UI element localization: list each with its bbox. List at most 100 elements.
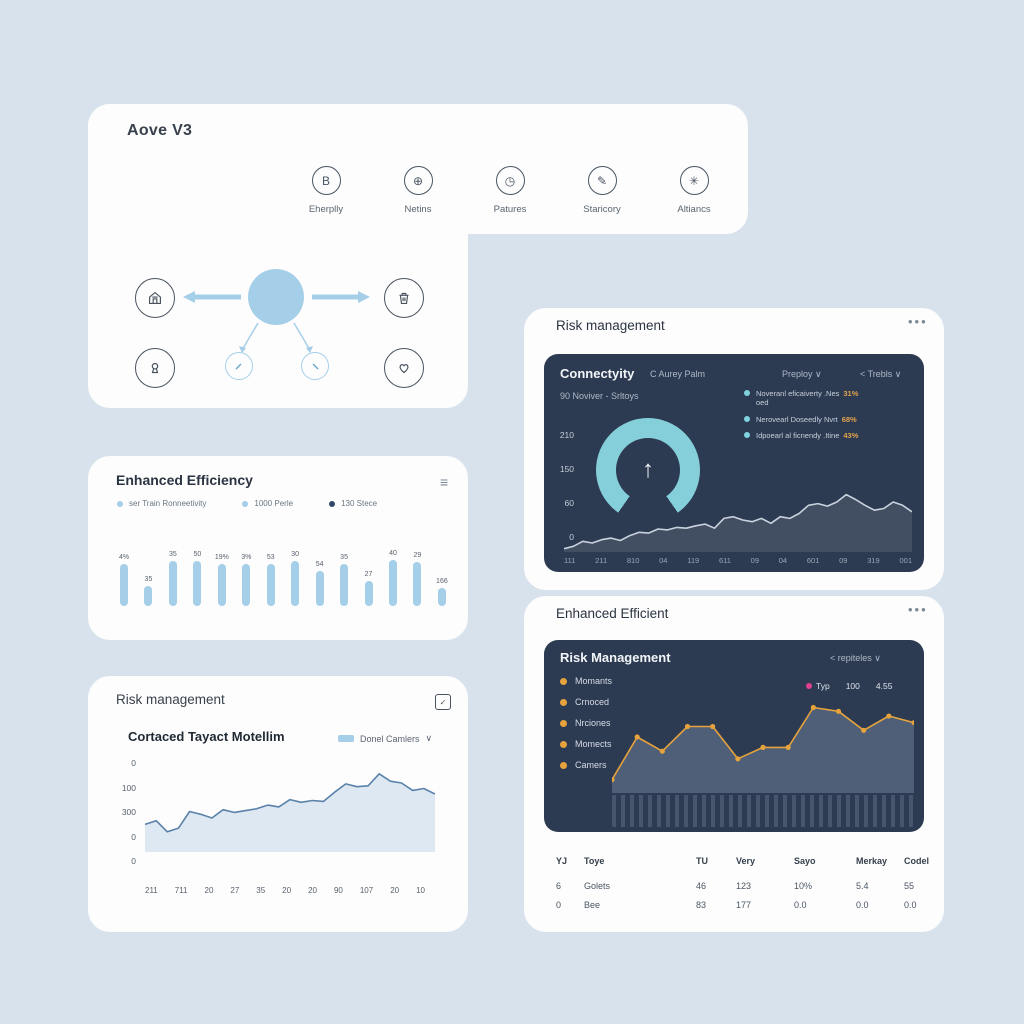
connectivity-area-chart <box>564 493 912 552</box>
feature-eherplly[interactable]: B Eherplly <box>284 166 368 215</box>
trash-icon <box>384 278 424 318</box>
feature-staricory[interactable]: ✎ Staricory <box>560 166 644 215</box>
gauge-hole: ↑ <box>616 438 680 502</box>
tick-label: 10 <box>416 886 425 895</box>
contracted-area-chart <box>145 773 435 852</box>
legend-dot <box>329 500 336 507</box>
tick-label: 0 <box>131 856 136 866</box>
tick-label: 0 <box>569 532 574 542</box>
chevron-down-icon: ∨ <box>425 733 433 743</box>
risk-left-title: Risk management <box>116 692 225 707</box>
hamburger-menu-icon[interactable]: ≡ <box>440 474 449 490</box>
bar: 35 <box>338 554 350 606</box>
list-item[interactable]: Camers <box>560 760 612 770</box>
col-header: Sayo <box>794 856 816 866</box>
list-item[interactable]: Crnoced <box>560 697 612 707</box>
arrow-left-icon <box>183 291 241 303</box>
legend-dot <box>242 500 249 507</box>
bar: 54 <box>314 561 326 606</box>
clock-icon: ◷ <box>495 166 525 195</box>
bar: 19% <box>215 554 229 606</box>
table-cell: 0.0 <box>856 900 869 910</box>
feature-patures[interactable]: ◷ Patures <box>468 166 552 215</box>
tick-label: 300 <box>121 807 136 817</box>
tick-label: 111 <box>564 556 576 565</box>
x-axis-ticks: 211 711 20 27 35 20 20 90 107 20 10 <box>145 886 425 895</box>
tick-label: 601 <box>806 556 820 565</box>
feature-altiancs[interactable]: ✳ Altiancs <box>652 166 736 215</box>
connectivity-gauge: ↑ <box>596 418 700 522</box>
series-selector[interactable]: Donel Camlers ∨ <box>338 733 432 744</box>
table-cell: 5.4 <box>856 881 869 891</box>
repiteles-dropdown[interactable]: < repiteles ∨ <box>830 653 881 663</box>
tick-label: 20 <box>308 886 317 895</box>
connectivity-legend: Noveranl eficaiverty .Nes 31% oed Nerovear… <box>744 389 920 441</box>
list-item[interactable]: Momants <box>560 676 612 686</box>
bullet-dot <box>560 761 567 769</box>
bar: 27 <box>363 571 375 606</box>
list-item[interactable]: Nrciones <box>560 718 612 728</box>
legend-swatch <box>338 735 354 742</box>
mini-gauge-icon <box>301 352 329 380</box>
tick-label: 0 <box>131 758 136 768</box>
asterisk-icon: ✳ <box>679 166 709 195</box>
bullet-dot <box>560 698 567 706</box>
more-menu-icon[interactable]: ••• <box>908 314 928 329</box>
bullet-dot <box>560 740 567 748</box>
trebls-dropdown[interactable]: < Trebls ∨ <box>860 369 902 379</box>
avery-path-control[interactable]: C Aurey Palm <box>650 369 706 379</box>
tick-label: 35 <box>256 886 266 895</box>
table-cell: 0.0 <box>904 900 917 910</box>
tick-label: 04 <box>778 556 788 565</box>
efficiency-bar-chart: 4% 35 35 50 19% 3% 53 30 54 35 27 40 29 166 <box>118 532 448 606</box>
tick-label: 100 <box>121 782 136 793</box>
tick-label: 711 <box>174 886 188 895</box>
list-item[interactable]: Momects <box>560 739 612 749</box>
heart-icon <box>384 348 424 388</box>
table-cell: 6 <box>556 881 562 891</box>
table-cell: 46 <box>696 881 707 891</box>
feature-label: Patures <box>493 204 527 215</box>
tick-label: 107 <box>359 886 374 895</box>
bar: 40 <box>387 550 399 606</box>
tick-label: 210 <box>559 430 574 440</box>
col-header: YJ <box>556 856 568 866</box>
legend-item: 1000 Perle <box>242 499 293 508</box>
tick-label: 09 <box>750 556 760 565</box>
bar: 53 <box>265 554 277 606</box>
risk-right-card-title: Enhanced Efficient <box>556 606 669 621</box>
legend-dot <box>744 415 750 422</box>
tick-label: 60 <box>564 498 574 508</box>
connectivity-card-title: Risk management <box>556 318 665 333</box>
tick-label: 211 <box>145 886 158 895</box>
tick-label: 90 <box>333 886 343 895</box>
series-label: Donel Camlers <box>360 733 420 744</box>
preploy-dropdown[interactable]: Preploy ∨ <box>782 369 822 379</box>
mini-gauge-icon <box>225 352 253 380</box>
table-cell: 0 <box>556 900 562 910</box>
feature-label: Altiancs <box>677 204 711 215</box>
y-axis-ticks: 0 100 300 0 0 <box>108 758 136 866</box>
summary-table: YJ Toye TU Very Sayo Merkay Codel 6 Gole… <box>556 856 930 910</box>
table-cell: Bee <box>584 900 601 910</box>
legend-item: 130 Stece <box>329 499 377 508</box>
feature-label: Eherplly <box>308 204 344 215</box>
tick-label: 001 <box>899 556 912 565</box>
bar: 3% <box>240 554 252 606</box>
table-cell: 55 <box>904 881 915 891</box>
bar: 30 <box>289 551 301 606</box>
globe-icon: ⊕ <box>403 166 433 195</box>
table-cell: 0.0 <box>794 900 807 910</box>
risk-line-chart <box>612 704 914 793</box>
checkbox-icon[interactable]: ✓ <box>435 694 451 710</box>
col-header: Very <box>736 856 756 866</box>
hero-title: Aove V3 <box>127 122 193 139</box>
tick-label: 319 <box>867 556 880 565</box>
feature-netins[interactable]: ⊕ Netins <box>376 166 460 215</box>
hub-connectors <box>239 322 313 353</box>
feature-row: B Eherplly ⊕ Netins ◷ Patures ✎ Staricor… <box>284 166 736 215</box>
more-menu-icon[interactable]: ••• <box>908 602 928 617</box>
legend-dot <box>117 500 123 507</box>
x-axis-ticks: 111 211 810 04 119 611 09 04 601 09 319 001 <box>564 556 912 565</box>
